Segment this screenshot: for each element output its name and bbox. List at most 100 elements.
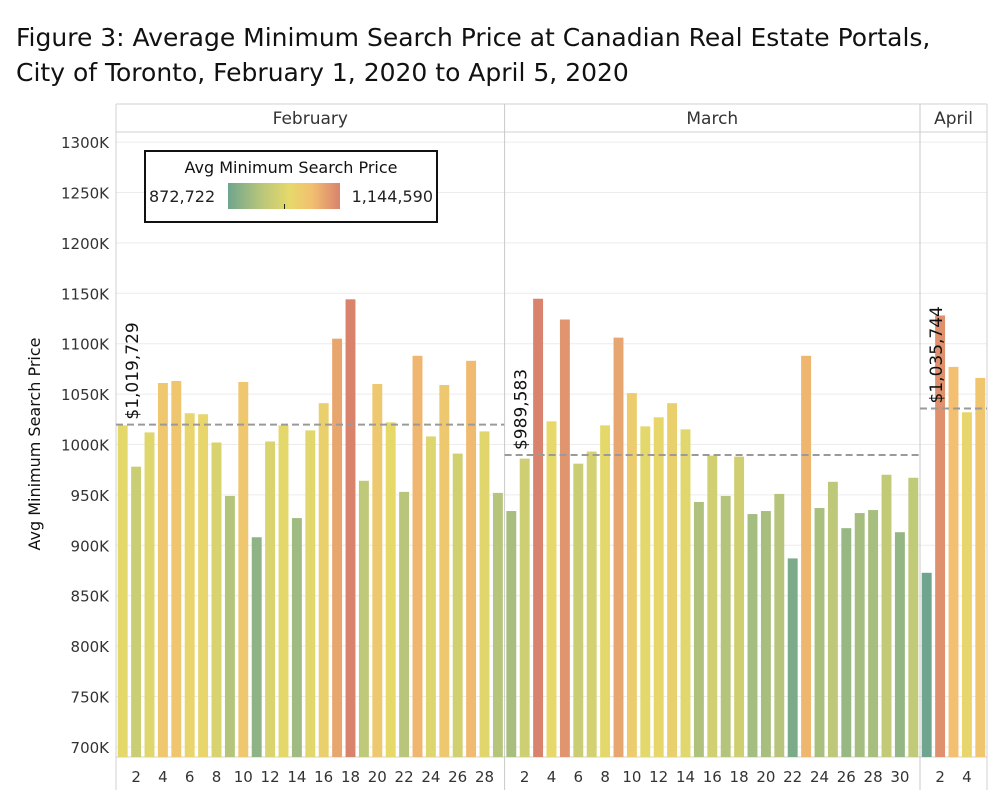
bar-march-12 [653, 417, 664, 757]
bar-february-13 [278, 425, 289, 757]
bar-february-19 [358, 480, 369, 757]
y-tick-label: 1300K [61, 134, 110, 152]
bar-february-18 [345, 299, 356, 757]
average-label-march: $989,583 [512, 369, 532, 450]
bar-february-2 [131, 466, 142, 757]
bar-march-15 [693, 501, 704, 757]
bar-february-16 [318, 403, 329, 757]
panel-header-april: April [934, 109, 973, 129]
bar-march-2 [519, 458, 530, 757]
average-label-february: $1,019,729 [123, 322, 143, 419]
x-tick-label: 24 [421, 768, 440, 786]
x-tick-label: 18 [341, 768, 360, 786]
x-tick-label: 26 [448, 768, 467, 786]
y-tick-label: 1150K [61, 285, 110, 303]
y-tick-label: 1250K [61, 184, 110, 202]
bar-april-2 [935, 315, 946, 757]
x-tick-label: 28 [864, 768, 883, 786]
legend-min-label: 872,722 [149, 187, 216, 206]
x-tick-label: 6 [574, 768, 584, 786]
bar-march-23 [801, 355, 812, 757]
x-tick-label: 8 [212, 768, 222, 786]
x-tick-label: 24 [810, 768, 829, 786]
bar-april-5 [975, 377, 986, 757]
bar-march-11 [640, 426, 651, 757]
bar-march-10 [626, 393, 637, 757]
bar-february-1 [117, 425, 128, 757]
bar-march-25 [827, 481, 838, 757]
bar-march-31 [908, 477, 919, 757]
color-legend: Avg Minimum Search Price 872,722 1,144,5… [144, 150, 438, 223]
y-tick-label: 900K [71, 537, 111, 555]
bar-february-6 [184, 413, 195, 757]
x-tick-label: 22 [783, 768, 802, 786]
y-tick-label: 700K [71, 739, 111, 757]
bar-march-1 [506, 511, 517, 757]
bar-february-5 [171, 380, 182, 757]
bar-march-20 [760, 511, 771, 757]
bar-march-27 [854, 513, 865, 757]
y-axis-title: Avg Minimum Search Price [25, 337, 44, 550]
bar-march-5 [559, 319, 570, 757]
bar-february-29 [492, 492, 503, 757]
bar-march-29 [881, 474, 892, 757]
chart-title-line-1: Figure 3: Average Minimum Search Price a… [16, 23, 931, 52]
y-tick-label: 950K [71, 487, 111, 505]
bar-march-17 [720, 495, 731, 757]
x-tick-label: 2 [520, 768, 530, 786]
x-tick-label: 16 [314, 768, 333, 786]
y-tick-label: 850K [71, 588, 111, 606]
bar-march-7 [586, 451, 597, 757]
legend-title: Avg Minimum Search Price [184, 158, 398, 177]
x-tick-label: 16 [703, 768, 722, 786]
x-tick-label: 4 [547, 768, 557, 786]
bar-february-3 [144, 432, 155, 757]
bar-march-26 [841, 528, 852, 757]
y-tick-label: 1050K [61, 386, 110, 404]
y-tick-label: 1200K [61, 235, 110, 253]
x-tick-label: 4 [158, 768, 168, 786]
bar-february-15 [305, 430, 316, 757]
bar-february-11 [251, 537, 262, 757]
bar-february-7 [198, 414, 209, 757]
bar-april-4 [961, 412, 972, 757]
y-tick-label: 800K [71, 638, 111, 656]
bar-february-24 [425, 436, 436, 757]
average-label-april: $1,035,744 [927, 306, 947, 403]
x-tick-label: 2 [131, 768, 141, 786]
x-tick-label: 10 [622, 768, 641, 786]
bar-february-17 [332, 338, 343, 757]
legend-max-label: 1,144,590 [351, 187, 433, 206]
bar-february-4 [157, 383, 168, 757]
bar-february-14 [291, 518, 302, 757]
bar-march-3 [533, 298, 544, 757]
bar-february-10 [238, 382, 249, 757]
bar-march-16 [707, 455, 718, 757]
chart-title: Figure 3: Average Minimum Search Price a… [16, 20, 986, 90]
bar-march-6 [573, 463, 584, 757]
chart-title-line-2: City of Toronto, February 1, 2020 to Apr… [16, 58, 629, 87]
legend-color-ramp [228, 183, 340, 209]
bar-march-9 [613, 337, 624, 757]
x-tick-label: 22 [395, 768, 414, 786]
bar-march-30 [894, 532, 905, 757]
bar-february-27 [466, 360, 477, 757]
bar-february-23 [412, 355, 423, 757]
bar-february-25 [439, 385, 450, 757]
y-tick-label: 750K [71, 689, 111, 707]
y-tick-label: 1100K [61, 336, 110, 354]
bar-february-9 [224, 495, 235, 757]
x-tick-label: 12 [261, 768, 280, 786]
x-tick-label: 14 [676, 768, 695, 786]
bar-march-13 [667, 403, 678, 757]
x-tick-label: 26 [837, 768, 856, 786]
bar-march-28 [868, 510, 879, 757]
bar-april-1 [921, 572, 932, 757]
x-tick-label: 4 [962, 768, 972, 786]
bar-february-28 [479, 431, 490, 757]
x-tick-label: 30 [890, 768, 909, 786]
panel-header-march: March [686, 109, 738, 129]
bar-february-26 [452, 453, 463, 757]
x-tick-label: 12 [649, 768, 668, 786]
